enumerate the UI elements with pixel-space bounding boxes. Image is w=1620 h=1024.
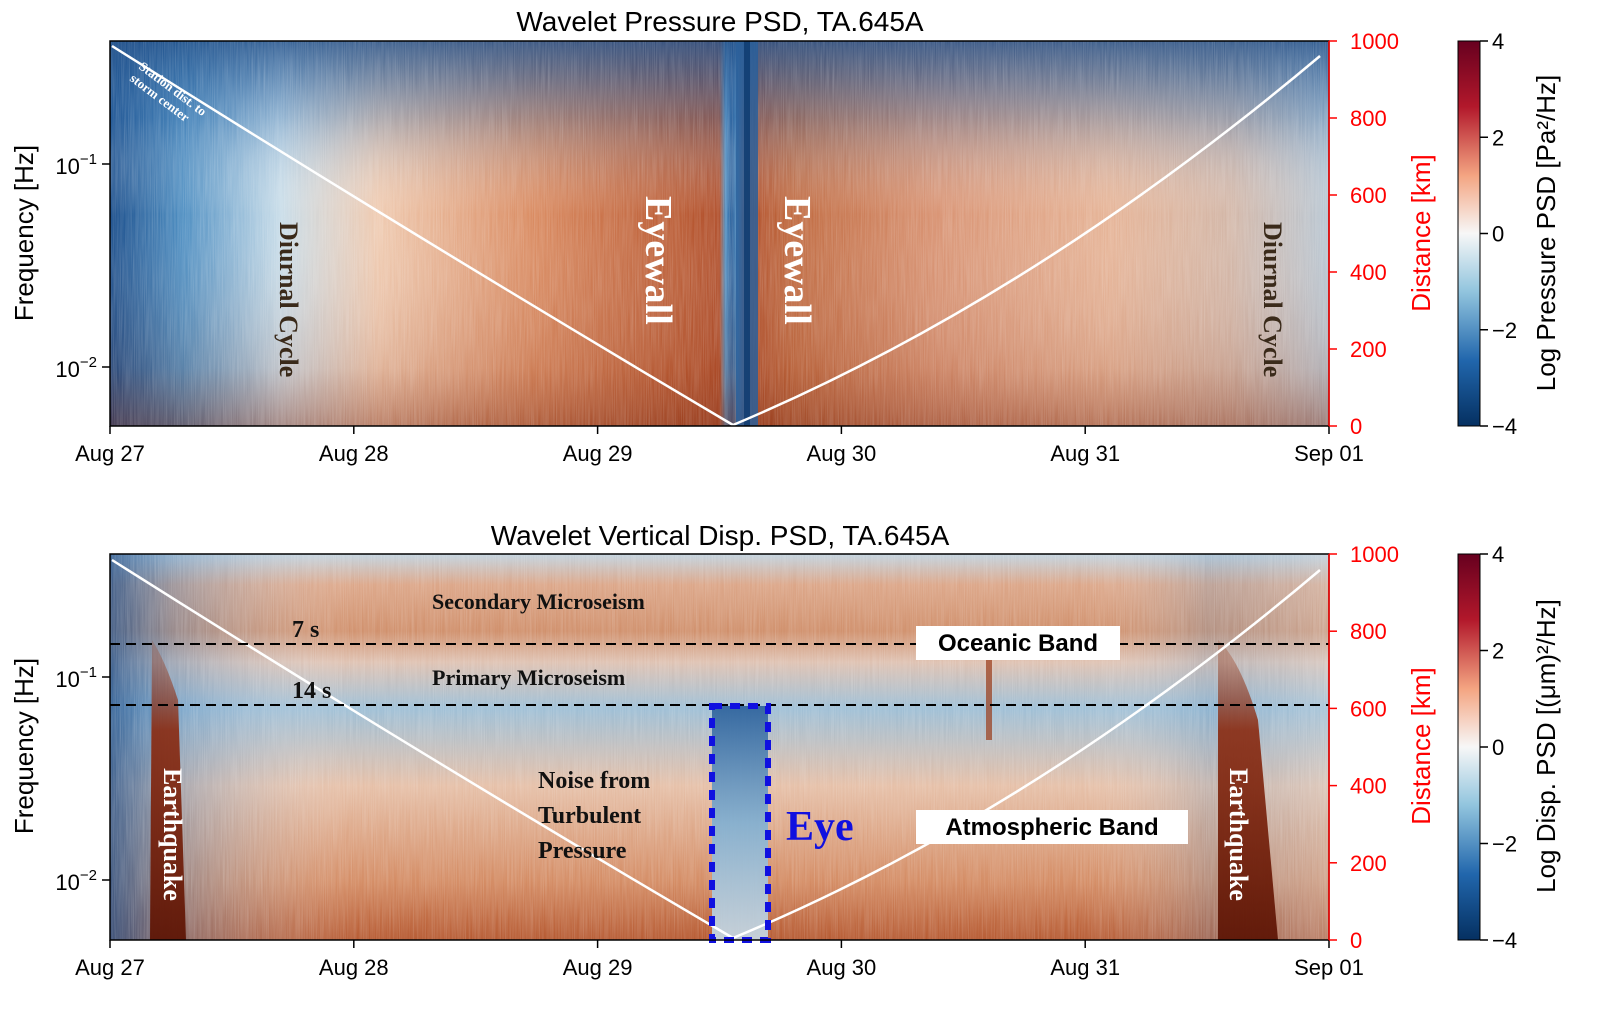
bottom-cbticks: 4 2 0 −2 −4 [1480,542,1517,953]
top-diurnal-right: Diurnal Cycle [1258,222,1287,377]
top-eyewall-right: Eyewall [776,196,818,325]
top-colorbar-label: Log Pressure PSD [Pa²/Hz] [1531,75,1561,391]
bottom-xtick-label: Aug 30 [807,955,877,980]
eye-label: Eye [786,804,854,850]
top-y2tick-label: 400 [1350,260,1387,285]
top-xtick-label: Aug 30 [807,441,877,466]
bottom-y2label: Distance [km] [1406,667,1436,825]
top-cbtick-label: 0 [1492,222,1504,247]
top-xtick-label: Aug 31 [1050,441,1120,466]
bottom-xticks: Aug 27 Aug 28 Aug 29 Aug 30 Aug 31 Sep 01 [75,940,1364,980]
top-xtick-label: Sep 01 [1294,441,1364,466]
top-xtick-label: Aug 28 [319,441,389,466]
top-title: Wavelet Pressure PSD, TA.645A [516,6,924,37]
bottom-cbtick-label: 0 [1492,735,1504,760]
bottom-cbtick-label: 2 [1492,639,1504,664]
atmospheric-band-label: Atmospheric Band [945,814,1158,841]
top-ytick-2: 10−2 [55,354,110,382]
bottom-y2tick-label: 1000 [1350,542,1399,567]
bottom-ytick-label-2: 10−2 [55,867,97,895]
primary-microseism-label: Primary Microseism [432,665,625,690]
turbulent-noise-label: Noise from Turbulent Pressure [538,768,656,864]
ref-label-7s: 7 s [292,617,319,643]
bottom-xtick-label: Aug 28 [319,955,389,980]
bottom-ylabel: Frequency [Hz] [9,658,39,834]
oceanic-band-label: Oceanic Band [938,630,1098,657]
secondary-microseism-label: Secondary Microseism [432,589,645,614]
top-eyewall-left: Eyewall [637,196,679,325]
bottom-colorbar-label: Log Disp. PSD [(μm)²/Hz] [1531,599,1561,893]
atmospheric-band-box [916,810,1188,844]
bottom-xtick-label: Aug 29 [563,955,633,980]
bottom-ytick-1: 10−1 [55,664,110,692]
bottom-y2tick-label: 600 [1350,696,1387,721]
top-colorbar [1457,40,1481,427]
bottom-y2tick-label: 0 [1350,928,1362,953]
earthquake-right-label: Earthquake [1224,768,1253,901]
earthquake-left-label: Earthquake [158,768,187,901]
top-cbticks: 4 2 0 −2 −4 [1480,29,1517,439]
bottom-ytick-exp-1: −1 [80,664,97,681]
top-y2ticks: 1000 800 600 400 200 0 [1329,29,1399,439]
bottom-xtick-label: Aug 31 [1050,955,1120,980]
turbulent-noise-line3: Pressure [538,838,627,864]
top-cbtick-label: 2 [1492,125,1504,150]
top-xticks: Aug 27 Aug 28 Aug 29 Aug 30 Aug 31 Sep 01 [75,426,1364,466]
top-xtick-label: Aug 29 [563,441,633,466]
bottom-title: Wavelet Vertical Disp. PSD, TA.645A [491,520,950,551]
oceanic-band-box [916,626,1120,660]
bottom-xtick-label: Aug 27 [75,955,145,980]
bottom-ytick-2: 10−2 [55,867,110,895]
top-cbtick-label: −2 [1492,318,1517,343]
top-ytick-exp-2: −2 [80,354,97,371]
top-y2label: Distance [km] [1406,154,1436,312]
bottom-y2tick-label: 800 [1350,619,1387,644]
bottom-y2tick-label: 200 [1350,851,1387,876]
bottom-ytick-exp-2: −2 [80,867,97,884]
ref-label-14s: 14 s [292,678,331,704]
bottom-heatmap [110,554,1329,940]
bottom-cbtick-label: 4 [1492,542,1504,567]
turbulent-noise-line1: Noise from [538,768,650,794]
bottom-colorbar [1457,553,1481,941]
top-y2tick-label: 200 [1350,337,1387,362]
top-ytick-label-1: 10−1 [55,151,97,179]
top-y2tick-label: 0 [1350,414,1362,439]
turbulent-noise-line2: Turbulent [538,803,641,829]
top-ytick-label-2: 10−2 [55,354,97,382]
top-cbtick-label: −4 [1492,414,1517,439]
bottom-y2tick-label: 400 [1350,774,1387,799]
top-y2tick-label: 1000 [1350,29,1399,54]
top-diurnal-left: Diurnal Cycle [274,222,303,377]
eye-box [709,703,771,943]
top-distance-curve [111,44,1321,427]
top-ytick-1: 10−1 [55,151,110,179]
top-cbtick-label: 4 [1492,29,1504,54]
top-ylabel: Frequency [Hz] [9,145,39,321]
top-heatmap [110,41,1329,426]
top-xtick-label: Aug 27 [75,441,145,466]
bottom-ytick-label-1: 10−1 [55,664,97,692]
top-y2tick-label: 600 [1350,183,1387,208]
bottom-cbtick-label: −2 [1492,832,1517,857]
bottom-y2ticks: 1000 800 600 400 200 0 [1329,542,1399,953]
bottom-panel: Wavelet Vertical Disp. PSD, TA.645A 7 s … [9,520,1561,980]
top-y2tick-label: 800 [1350,106,1387,131]
bottom-xtick-label: Sep 01 [1294,955,1364,980]
bottom-cbtick-label: −4 [1492,928,1517,953]
top-panel: Wavelet Pressure PSD, TA.645A Station di… [9,6,1561,466]
top-ytick-exp-1: −1 [80,151,97,168]
